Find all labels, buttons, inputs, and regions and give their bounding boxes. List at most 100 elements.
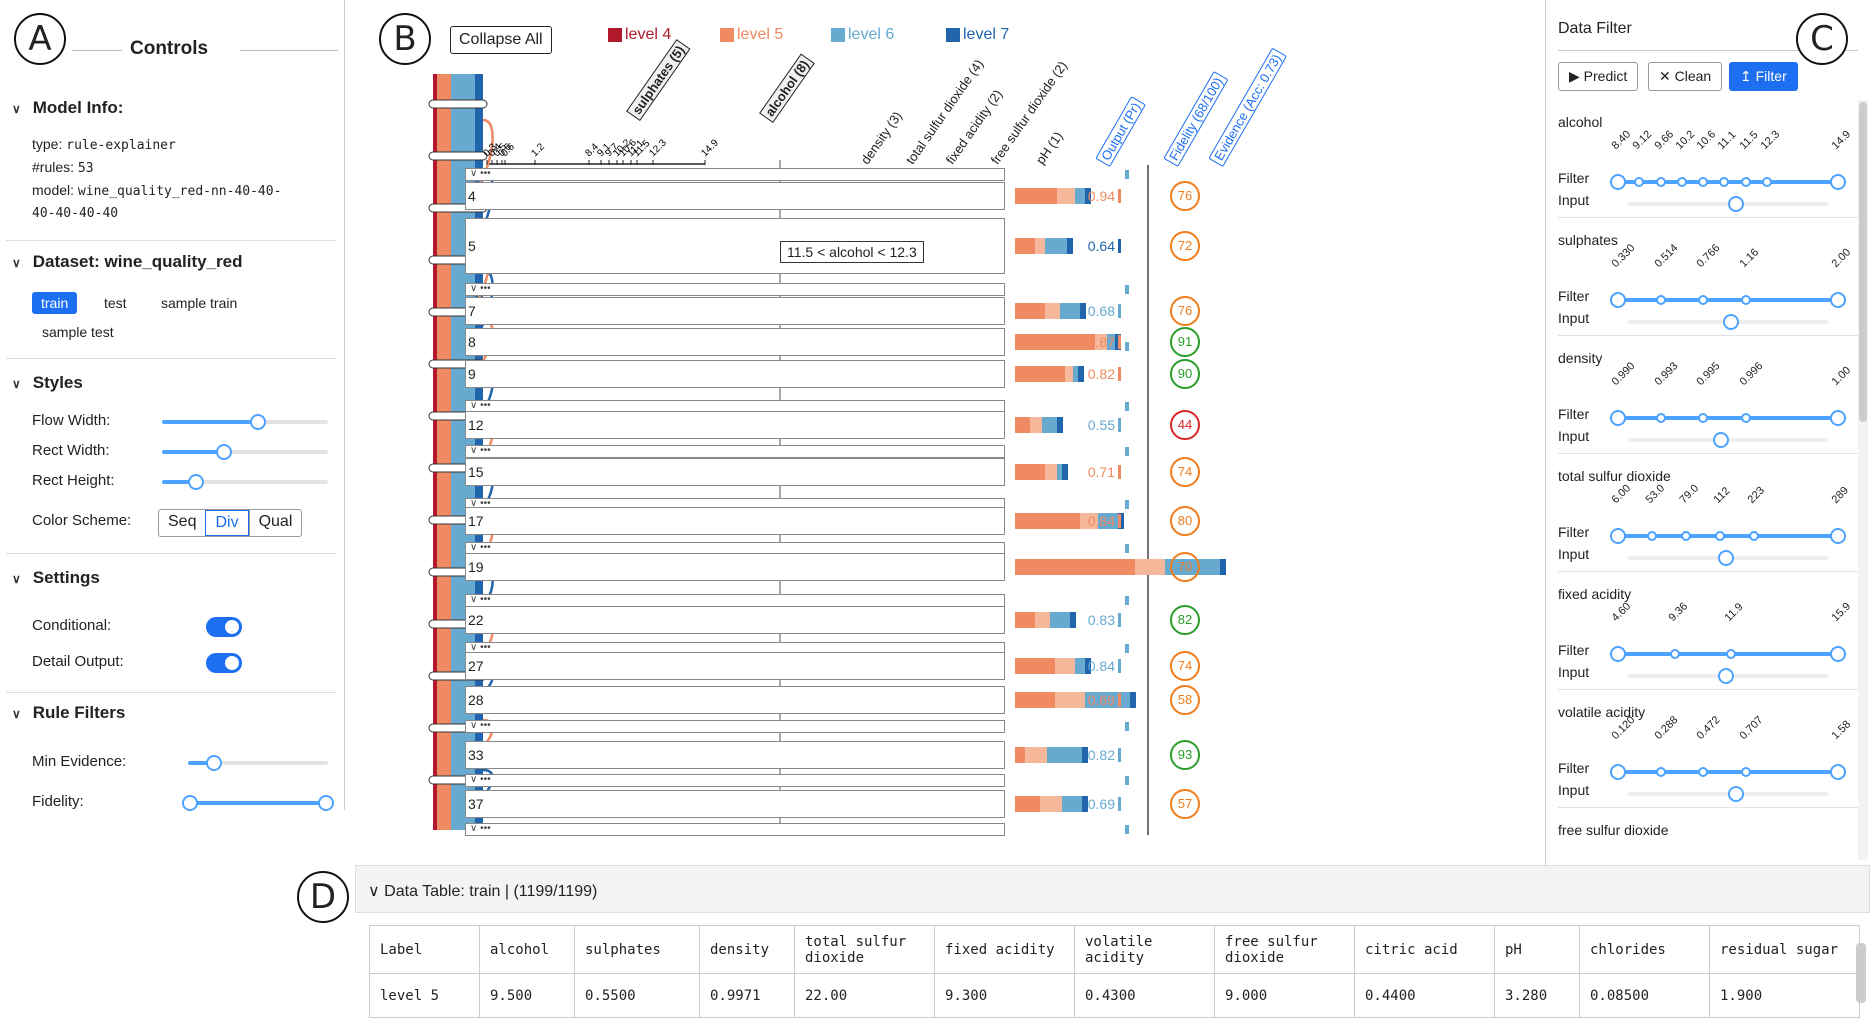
slider-knob[interactable] [250,414,266,430]
filter-button[interactable]: ↥ Filter [1729,62,1798,91]
table-column-header[interactable]: pH [1494,925,1580,974]
collapsed-rules-row[interactable]: ∨ ••• [465,445,1005,458]
predict-button[interactable]: ▶ Predict [1558,62,1639,91]
slider-knob[interactable] [1718,668,1734,684]
table-column-header[interactable]: chlorides [1579,925,1710,974]
rule-row[interactable] [465,606,1005,634]
styles-header[interactable]: ∨ Styles [12,373,83,393]
range-knob[interactable] [1610,410,1626,426]
range-knob[interactable] [1656,177,1666,187]
range-knob[interactable] [1830,764,1846,780]
range-knob[interactable] [1698,295,1708,305]
input-slider[interactable] [1628,432,1828,448]
slider-knob[interactable] [1728,196,1744,212]
rule-row[interactable] [465,297,1005,325]
conditional-toggle[interactable] [206,617,242,637]
scheme-div[interactable]: Div [205,510,249,536]
range-knob[interactable] [1830,528,1846,544]
range-knob[interactable] [1749,531,1759,541]
range-knob[interactable] [1726,649,1736,659]
rule-row[interactable] [465,411,1005,439]
range-knob[interactable] [1634,177,1644,187]
min-evidence-slider[interactable] [188,755,328,771]
slider-knob[interactable] [188,474,204,490]
collapse-all-button[interactable]: Collapse All [450,26,552,54]
collapsed-rules-row[interactable]: ∨ ••• [465,168,1005,181]
flow-width-slider[interactable] [162,414,328,430]
range-knob[interactable] [1610,174,1626,190]
range-knob[interactable] [1741,413,1751,423]
range-knob[interactable] [1610,292,1626,308]
scrollbar[interactable] [1858,100,1868,860]
filter-range-slider[interactable] [1618,534,1838,538]
range-knob[interactable] [1741,295,1751,305]
split-node[interactable] [428,151,488,161]
table-scrollbar[interactable] [1856,943,1866,1003]
table-column-header[interactable]: Label [369,925,480,974]
range-knob[interactable] [1715,531,1725,541]
slider-knob-min[interactable] [182,795,198,811]
collapsed-rules-row[interactable]: ∨ ••• [465,823,1005,836]
range-knob[interactable] [1830,646,1846,662]
range-knob[interactable] [1830,292,1846,308]
range-knob[interactable] [1741,177,1751,187]
table-row[interactable]: level 5 9.500 0.5500 0.9971 22.00 9.300 0.4300… [369,973,1860,1018]
table-column-header[interactable]: residual sugar [1709,925,1860,974]
rule-row[interactable] [465,458,1005,486]
range-knob[interactable] [1610,646,1626,662]
dataset-tab-sample-train[interactable]: sample train [161,295,238,311]
table-column-header[interactable]: volatile acidity [1074,925,1215,974]
rule-row[interactable] [465,686,1005,714]
table-column-header[interactable]: total sulfur dioxide [794,925,935,974]
rule-filters-header[interactable]: ∨ Rule Filters [12,703,125,723]
input-slider[interactable] [1628,786,1828,802]
collapsed-rules-row[interactable]: ∨ ••• [465,720,1005,733]
table-column-header[interactable]: density [699,925,795,974]
rule-row[interactable] [465,360,1005,388]
table-column-header[interactable]: fixed acidity [934,925,1075,974]
range-knob[interactable] [1698,413,1708,423]
rule-row[interactable] [465,328,1005,356]
table-column-header[interactable]: alcohol [479,925,575,974]
rule-row[interactable] [465,790,1005,818]
range-knob[interactable] [1698,177,1708,187]
range-knob[interactable] [1670,649,1680,659]
range-knob[interactable] [1677,177,1687,187]
rule-row[interactable] [465,218,1005,274]
slider-knob[interactable] [1718,550,1734,566]
input-slider[interactable] [1628,550,1828,566]
dataset-tab-sample-test[interactable]: sample test [42,324,114,340]
slider-knob[interactable] [1713,432,1729,448]
model-info-header[interactable]: ∨ Model Info: [12,98,123,118]
range-knob[interactable] [1762,177,1772,187]
range-knob[interactable] [1830,174,1846,190]
range-knob[interactable] [1610,528,1626,544]
rect-height-slider[interactable] [162,474,328,490]
input-slider[interactable] [1628,314,1828,330]
slider-knob[interactable] [216,444,232,460]
dataset-header[interactable]: ∨ Dataset: wine_quality_red [12,252,242,272]
range-knob[interactable] [1719,177,1729,187]
range-knob[interactable] [1681,531,1691,541]
range-knob[interactable] [1741,767,1751,777]
dataset-tab-train[interactable]: train [32,292,78,314]
settings-header[interactable]: ∨ Settings [12,568,100,588]
range-knob[interactable] [1647,531,1657,541]
fidelity-slider[interactable] [182,795,334,811]
slider-knob[interactable] [206,755,222,771]
range-knob[interactable] [1610,764,1626,780]
data-table-header[interactable]: ∨ Data Table: train | (1199/1199) [355,865,1870,913]
slider-knob-max[interactable] [318,795,334,811]
detail-output-toggle[interactable] [206,653,242,673]
dataset-tab-test[interactable]: test [104,295,127,311]
rule-row[interactable] [465,507,1005,535]
split-node[interactable] [428,99,488,109]
rule-row[interactable] [465,553,1005,581]
range-knob[interactable] [1830,410,1846,426]
slider-knob[interactable] [1728,786,1744,802]
filter-range-slider[interactable] [1618,416,1838,420]
input-slider[interactable] [1628,668,1828,684]
range-knob[interactable] [1698,767,1708,777]
table-column-header[interactable]: citric acid [1354,925,1495,974]
input-slider[interactable] [1628,196,1828,212]
